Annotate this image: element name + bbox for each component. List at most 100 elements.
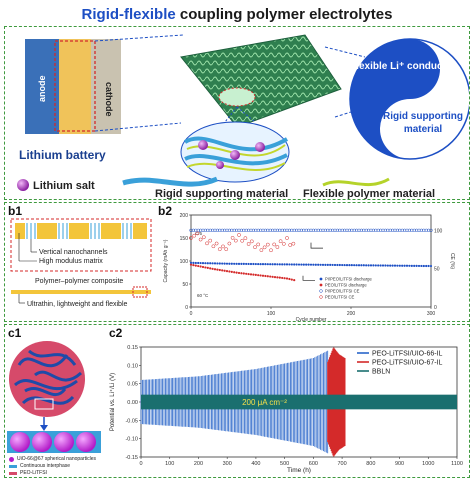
b2-point-s1: [245, 272, 248, 275]
b2-ylabel: Capacity (mAh g⁻¹): [163, 239, 169, 282]
b2-point-s2: [218, 228, 222, 232]
b2-point-s0: [300, 263, 303, 266]
b2-point-s1: [269, 275, 272, 278]
b2-point-s1: [223, 269, 226, 272]
b2-point-s1: [235, 271, 238, 274]
b2-point-s0: [201, 262, 205, 265]
ultrathin-text: Ultrathin, lightweight and flexible: [27, 301, 127, 308]
b2-point-s0: [273, 263, 277, 266]
c1-legend-interphase: Continuous interphase: [20, 463, 71, 469]
b2-point-s0: [302, 263, 305, 266]
b2-point-s0: [247, 262, 250, 266]
b2-point-s0: [293, 263, 296, 266]
b2-point-s0: [369, 264, 373, 267]
c2-label: c2: [109, 326, 123, 340]
b2-ytick-right-label-2: 100: [434, 228, 443, 234]
b2-point-s2: [210, 228, 215, 232]
b2-point-s2: [359, 228, 364, 232]
b2-point-s0: [213, 262, 217, 265]
b2-point-s0: [396, 264, 399, 267]
figure-title: Rigid-flexible coupling polymer electrol…: [0, 6, 474, 23]
b2-point-s2: [249, 228, 253, 232]
b2-point-s0: [283, 263, 286, 266]
b2-point-s0: [192, 261, 195, 264]
b2-point-s2: [203, 228, 208, 232]
b2-point-s3: [230, 235, 235, 240]
b2-point-s3: [246, 242, 251, 246]
b2-point-s2: [198, 228, 203, 232]
b2-point-s0: [237, 262, 241, 265]
b2-point-s1: [192, 264, 195, 267]
b2-point-s2: [390, 228, 395, 232]
b2-point-s2: [220, 228, 224, 232]
b2-legend-label-3: PEO/LiTFSI CE: [325, 295, 355, 300]
flexible-conductor-text: Flexible Li⁺ conductor: [350, 61, 456, 72]
b2-point-s2: [402, 228, 407, 232]
b2-point-s2: [345, 228, 349, 232]
b2-point-s1: [242, 272, 245, 275]
b2-point-s0: [420, 264, 423, 268]
b2-point-s2: [239, 228, 244, 232]
b2-point-s0: [403, 264, 406, 267]
b2-point-s2: [268, 228, 272, 232]
b2-point-s2: [258, 228, 263, 232]
b2-point-s2: [326, 228, 330, 232]
b2-point-s0: [355, 264, 358, 267]
b2-point-s2: [244, 228, 248, 232]
b2-point-s0: [233, 262, 236, 265]
b2-point-s2: [340, 228, 344, 232]
b2-point-s3: [214, 241, 219, 246]
b2-point-s2: [364, 228, 368, 232]
b2-point-s1: [216, 268, 219, 271]
c2-ytick-label-2: -0.05: [125, 418, 138, 424]
b2-point-s0: [374, 264, 377, 267]
b2-legend-marker-0: [319, 277, 323, 281]
b2-point-s0: [350, 264, 353, 267]
b2-point-s0: [333, 263, 337, 267]
b2-point-s3: [275, 245, 280, 249]
b2-point-s0: [417, 264, 421, 268]
b2-point-s1: [259, 274, 262, 277]
title-rigid-flexible: Rigid-flexible: [81, 6, 176, 23]
panel-b: b1 Vertical nanochannels High modulus ma…: [4, 202, 470, 322]
c2-legend-label-1: PEO-LiTFSI/UIO-67-IL: [372, 360, 443, 367]
c2-xtick-label-0: 0: [139, 461, 142, 467]
c1-legend-peo: PEO-LiTFSI: [20, 470, 47, 476]
b2-point-s2: [299, 228, 304, 232]
b2-point-s0: [413, 264, 416, 267]
electrolyte-block: [59, 39, 91, 134]
b2-point-s1: [276, 276, 279, 279]
c2-xtick-label-10: 1000: [422, 461, 434, 467]
b2-point-s3: [278, 239, 283, 244]
b2-point-s2: [393, 228, 397, 232]
b2-point-s2: [201, 228, 205, 232]
b2-point-s1: [266, 275, 269, 278]
b2-point-s1: [199, 265, 202, 268]
b2-point-s1: [211, 267, 214, 270]
b2-point-s1: [257, 274, 260, 277]
b2-point-s3: [211, 244, 216, 249]
b2-point-s3: [253, 245, 257, 250]
b2-point-s0: [389, 264, 392, 267]
b2-point-s2: [369, 228, 373, 232]
c2-xtick-label-3: 300: [223, 461, 232, 467]
c2-legend-label-2: BBLN: [372, 369, 390, 376]
b2-point-s0: [372, 264, 375, 267]
b2-point-s2: [398, 228, 402, 232]
b2-xtick-label-3: 300: [427, 311, 436, 317]
b2-point-s3: [291, 241, 296, 246]
c2-xtick-label-8: 800: [366, 461, 375, 467]
b2-point-s0: [393, 264, 397, 267]
b1-illustration: Vertical nanochannels High modulus matri…: [10, 218, 152, 308]
b2-ytick-label-3: 150: [180, 236, 189, 242]
b2-point-s0: [362, 264, 365, 267]
b2-point-s2: [429, 228, 433, 232]
b2-point-s2: [292, 228, 296, 232]
high-modulus-matrix: High modulus matrix: [39, 258, 103, 265]
b2-point-s1: [288, 277, 291, 281]
b2-point-s2: [366, 228, 371, 232]
c2-ytick-label-5: 0.10: [127, 363, 138, 369]
b2-point-s2: [417, 228, 421, 232]
b2-point-s0: [319, 263, 322, 266]
b2-ylabel-right: CE (%): [449, 253, 455, 269]
